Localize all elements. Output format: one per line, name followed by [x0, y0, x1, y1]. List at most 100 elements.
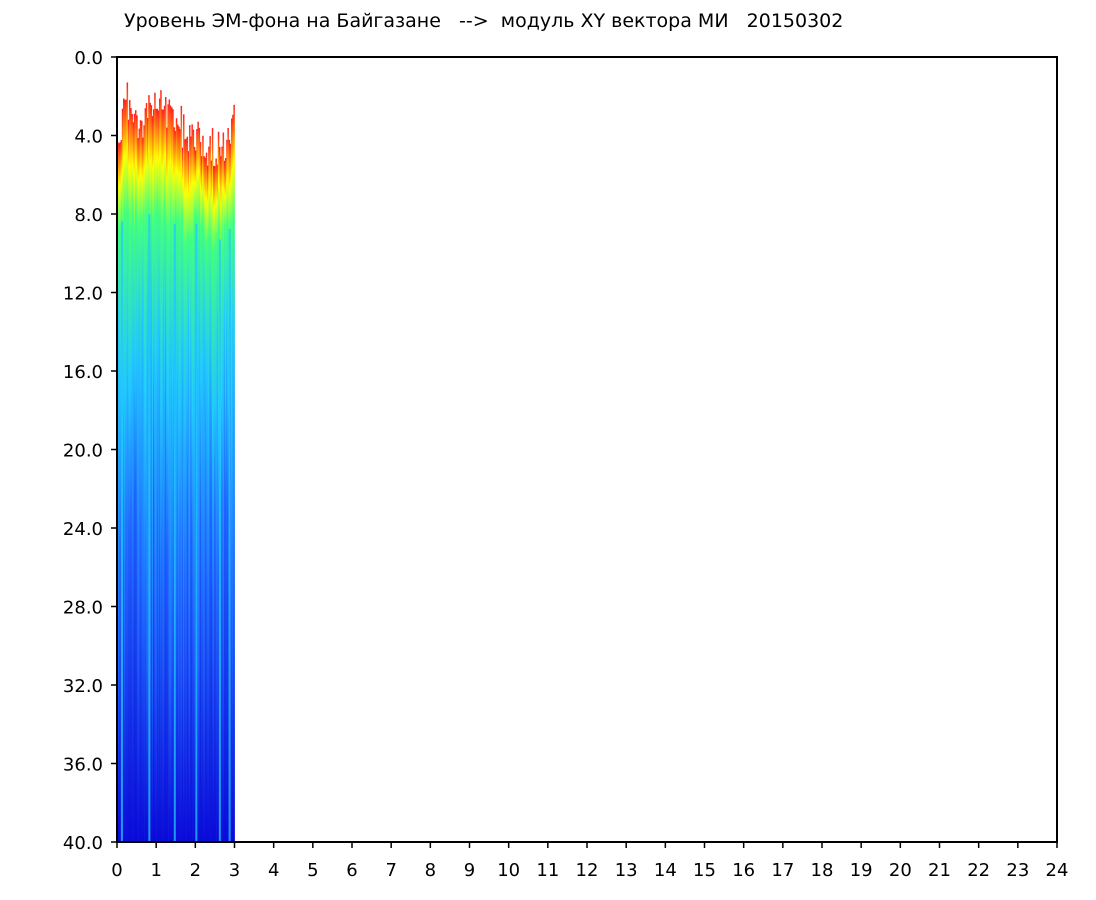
- heatmap-column: [125, 99, 127, 843]
- heatmap-column: [203, 156, 205, 842]
- y-tick-label: 0.0: [74, 48, 103, 69]
- heatmap-column: [214, 166, 216, 842]
- heatmap-column: [190, 136, 192, 842]
- x-tick-label: 7: [385, 860, 396, 881]
- heatmap-column: [165, 96, 167, 842]
- chart-title: Уровень ЭМ-фона на Байгазане --> модуль …: [124, 10, 844, 32]
- heatmap-column: [183, 114, 185, 842]
- heatmap-column: [222, 132, 225, 843]
- heatmap-column: [202, 135, 204, 843]
- y-tick-label: 36.0: [63, 755, 103, 776]
- y-tick-label: 32.0: [63, 676, 103, 697]
- y-tick-label: 16.0: [63, 362, 103, 383]
- x-tick-label: 24: [1046, 860, 1069, 881]
- heatmap-column: [145, 103, 148, 842]
- x-tick-label: 4: [268, 860, 279, 881]
- heatmap-column: [150, 105, 153, 842]
- heatmap-layer: [117, 82, 235, 843]
- bright-streak: [195, 223, 198, 842]
- heatmap-column: [181, 147, 184, 843]
- x-axis: 0 1 2 3 4 5 6 7 8 9 10 11 12 13 14 15 16 17 18 19 20 21 22 23 24: [111, 842, 1068, 881]
- heatmap-column: [138, 128, 141, 843]
- x-tick-label: 22: [967, 860, 990, 881]
- heatmap-column: [209, 136, 211, 842]
- heatmap-column: [130, 108, 132, 843]
- x-tick-label: 5: [307, 860, 318, 881]
- heatmap-column: [166, 127, 168, 842]
- heatmap-column: [132, 122, 135, 843]
- x-tick-label: 9: [464, 860, 475, 881]
- bright-streak: [228, 228, 231, 842]
- heatmap-column: [201, 156, 203, 842]
- heatmap-column: [161, 109, 163, 843]
- x-tick-label: 13: [615, 860, 638, 881]
- heatmap-column: [199, 142, 202, 842]
- heatmap-column: [153, 109, 155, 843]
- x-tick-label: 6: [346, 860, 357, 881]
- heatmap-column: [184, 139, 186, 842]
- heatmap-column: [204, 157, 207, 842]
- heatmap-column: [227, 127, 229, 842]
- heatmap-column: [192, 129, 195, 843]
- heatmap-column: [156, 108, 159, 842]
- heatmap-column: [207, 165, 209, 842]
- heatmap-column: [172, 109, 174, 843]
- heatmap-column: [216, 164, 219, 843]
- heatmap-column: [175, 118, 178, 843]
- heatmap-column: [225, 157, 227, 842]
- x-tick-label: 8: [425, 860, 436, 881]
- heatmap-column: [124, 99, 126, 842]
- heatmap-column: [223, 160, 226, 842]
- x-tick-label: 23: [1006, 860, 1029, 881]
- heatmap-column: [155, 108, 157, 843]
- bright-streak: [120, 221, 123, 842]
- heatmap-column: [147, 117, 149, 843]
- x-tick-label: 3: [229, 860, 240, 881]
- heatmap-column: [118, 143, 120, 843]
- x-tick-label: 18: [811, 860, 834, 881]
- heatmap-column: [221, 146, 223, 842]
- plot-frame: [116, 56, 1058, 843]
- heatmap-column: [193, 146, 196, 843]
- heatmap-column: [232, 114, 234, 842]
- y-tick-label: 20.0: [63, 441, 103, 462]
- x-tick-label: 0: [111, 860, 122, 881]
- x-tick-label: 17: [771, 860, 794, 881]
- heatmap-column: [233, 104, 235, 842]
- x-tick-label: 14: [654, 860, 677, 881]
- heatmap-column: [180, 105, 183, 843]
- y-tick-label: 40.0: [63, 833, 103, 854]
- x-tick-label: 21: [928, 860, 951, 881]
- heatmap-column: [186, 136, 189, 842]
- heatmap-column: [127, 119, 130, 843]
- heatmap-column: [126, 82, 129, 843]
- x-tick-label: 15: [693, 860, 716, 881]
- heatmap-column: [131, 113, 133, 843]
- heatmap-column: [171, 107, 173, 842]
- heatmap-column: [226, 139, 228, 842]
- heatmap-column: [157, 110, 160, 842]
- heatmap-column: [144, 108, 147, 843]
- heatmap-column: [231, 118, 233, 842]
- y-tick-label: 28.0: [63, 598, 103, 619]
- heatmap-column: [154, 92, 156, 842]
- y-tick-label: 24.0: [63, 519, 103, 540]
- heatmap-column: [211, 128, 214, 843]
- x-tick-label: 16: [732, 860, 755, 881]
- heatmap-column: [167, 104, 169, 843]
- heatmap-column: [141, 120, 143, 842]
- heatmap-column: [178, 126, 180, 842]
- heatmap-column: [137, 137, 139, 842]
- y-axis: 0.0 4.0 8.0 12.0 16.0 20.0 24.0 28.0 32.0 36.0 40.…: [63, 48, 117, 854]
- y-tick-label: 12.0: [63, 284, 103, 305]
- heatmap-column: [217, 131, 220, 842]
- x-tick-label: 19: [850, 860, 873, 881]
- heatmap-column: [189, 125, 191, 843]
- heatmap-column: [142, 137, 144, 842]
- bright-streak: [218, 239, 221, 842]
- heatmap-column: [133, 113, 136, 842]
- x-tick-label: 2: [190, 860, 201, 881]
- heatmap-column: [135, 110, 137, 842]
- heatmap-column: [205, 152, 208, 843]
